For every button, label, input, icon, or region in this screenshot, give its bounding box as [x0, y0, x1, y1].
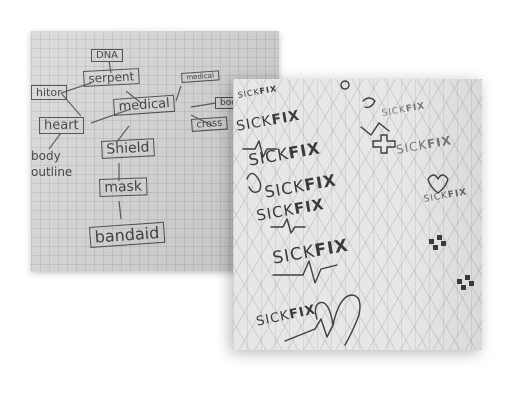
- logo-sketch-5-sick: SICK: [255, 200, 296, 225]
- logo-sketch-3: SICKFIX: [247, 138, 322, 169]
- logo-sketch-3-sick: SICK: [247, 143, 291, 170]
- logo-sketch-7: SICKFIX: [255, 302, 317, 329]
- node-medical-related: medical: [181, 70, 220, 83]
- logo-sketch-1-fix: FIX: [258, 84, 278, 96]
- node-heart: heart: [39, 117, 84, 134]
- logo-sketch-10-fix: FIX: [447, 187, 469, 201]
- node-serpent: serpent: [83, 68, 140, 87]
- logo-sketch-2-sick: SICK: [235, 112, 274, 135]
- node-body-label: body: [31, 149, 61, 163]
- logo-sketch-6-fix: FIX: [313, 235, 351, 262]
- node-shield: Shield: [101, 138, 155, 159]
- node-outline-label: outline: [31, 165, 73, 179]
- logo-sketch-7-fix: FIX: [287, 302, 318, 323]
- node-medical: medical: [113, 94, 176, 116]
- node-medical-label: medical: [118, 96, 171, 115]
- logo-sketch-8: SICKFIX: [381, 101, 426, 118]
- node-outline: outline: [31, 165, 72, 179]
- node-dna-label: DNA: [96, 50, 119, 61]
- logo-sketch-8-sick: SICK: [381, 104, 407, 119]
- logo-sketch-10-sick: SICK: [423, 190, 449, 205]
- logo-sketch-4: SICKFIX: [263, 170, 338, 201]
- node-dna: DNA: [91, 49, 124, 62]
- logo-sketch-5: SICKFIX: [255, 195, 326, 225]
- logo-sketch-1-sick: SICK: [237, 87, 261, 100]
- node-serpent-label: serpent: [88, 69, 135, 86]
- node-bandaid: bandaid: [89, 221, 165, 248]
- node-cross: cross: [191, 116, 228, 132]
- logo-sketch-5-fix: FIX: [292, 195, 326, 219]
- logo-sketch-9-sick: SICK: [395, 137, 429, 157]
- logo-sketch-2-fix: FIX: [270, 107, 302, 129]
- logo-sketch-marks: [242, 80, 474, 346]
- logo-sketch-2: SICKFIX: [235, 108, 301, 135]
- logo-sketch-10: SICKFIX: [423, 187, 468, 204]
- logo-sketch-9-fix: FIX: [425, 133, 453, 152]
- node-body: body: [31, 149, 61, 163]
- node-left-top-label: hitor: [36, 86, 62, 99]
- node-shield-label: Shield: [106, 139, 150, 158]
- node-bandaid-label: bandaid: [94, 223, 160, 247]
- node-mask-label: mask: [104, 178, 143, 196]
- node-medical-related-label: medical: [186, 71, 215, 82]
- logo-sketch-8-fix: FIX: [405, 101, 427, 115]
- logo-sketch-photo: SICKFIX SICKFIX SICKFIX SICKFIX SICKFIX …: [233, 79, 482, 350]
- logo-sketch-1: SICKFIX: [237, 84, 278, 100]
- node-mask: mask: [99, 177, 148, 197]
- logo-sketch-4-fix: FIX: [302, 170, 338, 195]
- logo-sketch-3-fix: FIX: [286, 138, 322, 163]
- logo-sketch-6: SICKFIX: [271, 236, 350, 269]
- logo-sketch-7-sick: SICK: [255, 307, 292, 330]
- node-cross-label: cross: [196, 117, 223, 131]
- node-left-top: hitor: [31, 85, 67, 100]
- logo-sketch-9: SICKFIX: [395, 133, 453, 157]
- logo-sketch-4-sick: SICK: [263, 175, 307, 202]
- logo-sketch-6-sick: SICK: [271, 241, 317, 269]
- node-heart-label: heart: [44, 118, 79, 133]
